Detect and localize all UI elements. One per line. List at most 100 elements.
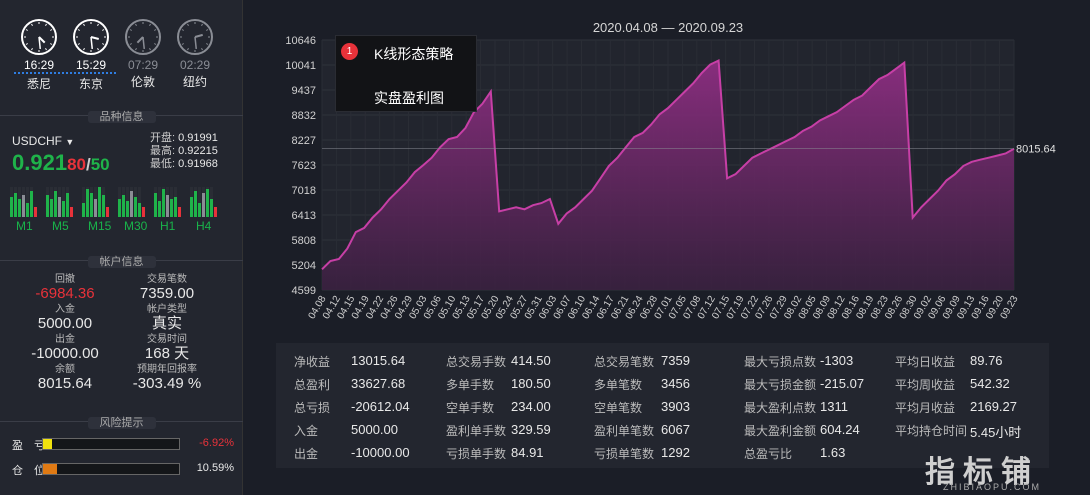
strength-bar-down bbox=[106, 207, 109, 217]
stat-label: 盈利单手数 bbox=[446, 424, 507, 438]
equity-area bbox=[322, 60, 1014, 290]
price-ask: 50 bbox=[90, 155, 110, 174]
timeframe-m5[interactable]: M5 bbox=[52, 219, 69, 233]
stat-value: -10000.00 bbox=[351, 445, 410, 460]
timeframe-m1[interactable]: M1 bbox=[16, 219, 33, 233]
stat-col3-0: 总交易笔数 7359 bbox=[594, 353, 741, 373]
y-tick-label: 10646 bbox=[285, 35, 316, 47]
stat-col5-1: 平均周收益 542.32 bbox=[895, 376, 1050, 396]
pnl-risk-track bbox=[42, 438, 180, 450]
strength-bar bbox=[66, 193, 69, 217]
strength-bar bbox=[94, 199, 97, 217]
stat-label: 最大盈利金额 bbox=[744, 424, 817, 438]
strength-bar bbox=[58, 197, 61, 217]
strength-bar bbox=[162, 189, 165, 217]
stat-value: 1.63 bbox=[820, 445, 846, 460]
account-type-value: 真实 bbox=[151, 315, 182, 332]
position-risk-label: 仓 位 bbox=[12, 465, 45, 477]
stat-label: 多单笔数 bbox=[594, 378, 643, 392]
strength-bar-bg bbox=[138, 187, 141, 217]
position-risk-row: 仓 位 10.59% bbox=[12, 462, 234, 477]
strength-bar bbox=[82, 203, 85, 217]
position-risk-fill bbox=[43, 464, 58, 474]
price-main: 0.921 bbox=[12, 150, 68, 175]
symbol-price: 0.92180/50 bbox=[12, 150, 110, 176]
strategy-tooltip: 1 K线形态策略 实盘盈利图 bbox=[335, 35, 477, 112]
stat-col1-3: 入金 5000.00 bbox=[294, 422, 431, 442]
clock-1: 15:29 东京 bbox=[66, 18, 116, 92]
strength-bar-down bbox=[142, 207, 145, 217]
stat-col2-2: 空单手数 234.00 bbox=[446, 399, 591, 419]
stat-label: 最大盈利点数 bbox=[744, 401, 817, 415]
strength-bar bbox=[102, 195, 105, 217]
timeframe-h4[interactable]: H4 bbox=[196, 219, 212, 233]
balance-stat: 余额 8015.64 bbox=[10, 364, 120, 393]
symbol-selector[interactable]: USDCHF ▼ bbox=[12, 134, 74, 148]
low-value: 0.91968 bbox=[178, 158, 218, 170]
stat-label: 总盈利 bbox=[294, 378, 331, 392]
deposit-value: 5000.00 bbox=[37, 315, 93, 332]
clock-time: 16:29 bbox=[14, 58, 64, 74]
stat-col2-1: 多单手数 180.50 bbox=[446, 376, 591, 396]
strength-bar bbox=[210, 199, 213, 217]
equity-line bbox=[321, 58, 1015, 271]
y-tick-label: 8227 bbox=[292, 135, 316, 147]
expected-return-stat: 预期年回报率 -303.49 % bbox=[112, 364, 222, 393]
strength-bar bbox=[202, 193, 205, 217]
strength-bar bbox=[166, 195, 169, 217]
stat-label: 总亏损 bbox=[294, 401, 331, 415]
stat-col1-4: 出金 -10000.00 bbox=[294, 445, 431, 465]
timeframe-m15[interactable]: M15 bbox=[88, 219, 112, 233]
pnl-risk-row: 盈 亏 -6.92% bbox=[12, 437, 234, 452]
symbol-name: USDCHF bbox=[12, 134, 62, 148]
strength-bar bbox=[46, 195, 49, 217]
drawdown-stat: 回撤 -6984.36 bbox=[10, 274, 120, 303]
strength-bar bbox=[194, 191, 197, 217]
stat-col4-2: 最大盈利点数 1311 bbox=[744, 399, 900, 419]
stat-value: 5.45小时 bbox=[970, 425, 1022, 440]
strength-bar bbox=[126, 201, 129, 217]
stat-label: 净收益 bbox=[294, 355, 331, 369]
clock-icon bbox=[73, 19, 109, 55]
strength-bar bbox=[90, 193, 93, 217]
withdraw-stat: 出金 -10000.00 bbox=[10, 334, 120, 363]
strength-bar bbox=[206, 189, 209, 217]
y-tick-label: 7623 bbox=[292, 160, 316, 172]
stat-label: 空单手数 bbox=[446, 401, 495, 415]
stat-col5-2: 平均月收益 2169.27 bbox=[895, 399, 1050, 419]
stat-value: 5000.00 bbox=[351, 422, 398, 437]
last-value-label: 8015.64 bbox=[1016, 144, 1056, 156]
stat-col4-3: 最大盈利金额 604.24 bbox=[744, 422, 900, 442]
high-value: 0.92215 bbox=[178, 145, 218, 157]
strength-bar bbox=[54, 191, 57, 217]
stat-label: 亏损单手数 bbox=[446, 447, 507, 461]
timeframe-h1[interactable]: H1 bbox=[160, 219, 176, 233]
clock-city: 悉尼 bbox=[26, 77, 51, 91]
strength-bar-bg bbox=[82, 187, 85, 217]
stat-label: 盈利单笔数 bbox=[594, 424, 655, 438]
duration-stat: 交易时间 168 天 bbox=[112, 334, 222, 363]
stats-panel: 净收益 13015.64 总盈利 33627.68 总亏损 -20612.04 入金 5000… bbox=[276, 343, 1049, 468]
pnl-risk-fill bbox=[43, 439, 53, 449]
strength-bar bbox=[134, 197, 137, 217]
clock-3: 02:29 纽约 bbox=[170, 18, 220, 90]
clock-city: 东京 bbox=[78, 77, 103, 91]
duration-label: 交易时间 bbox=[147, 334, 187, 345]
strength-bar bbox=[22, 195, 25, 217]
withdraw-label: 出金 bbox=[55, 334, 75, 345]
y-tick-label: 9437 bbox=[292, 85, 316, 97]
strength-bar bbox=[170, 199, 173, 217]
expected-return-value: -303.49 % bbox=[132, 375, 202, 392]
strength-bar bbox=[50, 199, 53, 217]
account-type-label: 帐户类型 bbox=[147, 304, 187, 315]
stat-col2-3: 盈利单手数 329.59 bbox=[446, 422, 591, 442]
strength-bar bbox=[10, 197, 13, 217]
stat-col4-1: 最大亏损金额 -215.07 bbox=[744, 376, 900, 396]
timeframe-m30[interactable]: M30 bbox=[124, 219, 148, 233]
stat-value: -20612.04 bbox=[351, 399, 410, 414]
trades-value: 7359.00 bbox=[139, 285, 195, 302]
section-title-label: 帐户信息 bbox=[87, 256, 156, 268]
tooltip-badge: 1 bbox=[341, 43, 358, 60]
position-risk-pct: 10.59% bbox=[196, 462, 234, 474]
clock-0: 16:29 悉尼 bbox=[14, 18, 64, 92]
